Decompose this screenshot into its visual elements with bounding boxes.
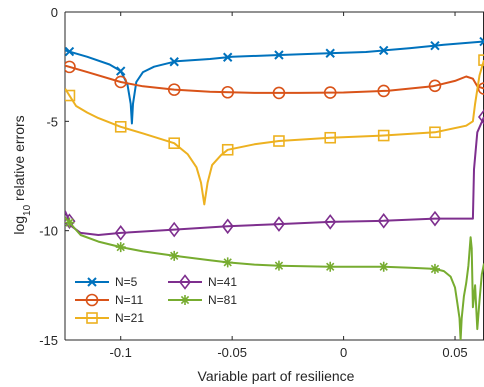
series-marker	[429, 263, 440, 274]
series-marker	[477, 82, 484, 95]
series-marker	[429, 126, 441, 139]
series-marker	[479, 36, 484, 47]
series-line	[65, 59, 484, 206]
series-marker	[168, 137, 181, 149]
series-marker	[430, 40, 440, 51]
series-marker	[325, 261, 336, 272]
series-marker	[324, 214, 337, 230]
series-line	[65, 216, 484, 340]
legend-entry: N=5	[75, 275, 138, 289]
y-tick-label: 0	[51, 5, 58, 20]
series-marker	[65, 89, 76, 102]
legend-label: N=11	[115, 293, 143, 307]
legend-marker	[86, 312, 98, 324]
series-marker	[115, 242, 126, 253]
series-marker	[168, 221, 181, 238]
legend-entry: N=81	[168, 293, 237, 307]
series-marker	[324, 131, 337, 144]
series-marker	[428, 210, 441, 227]
series-marker	[222, 257, 233, 268]
series-marker	[169, 57, 179, 67]
legend-entry: N=21	[75, 311, 144, 325]
legend-marker	[85, 293, 99, 307]
series-n-81	[65, 216, 484, 340]
series-marker	[377, 84, 391, 98]
series-marker	[273, 135, 285, 147]
series-line	[65, 64, 484, 94]
series-marker	[378, 261, 389, 272]
series-layer	[65, 36, 484, 340]
legend-label: N=5	[115, 275, 138, 289]
x-axis-label: Variable part of resilience	[198, 368, 355, 384]
series-n-11	[65, 60, 484, 100]
series-n-21	[65, 54, 484, 206]
series-marker	[169, 250, 180, 261]
series-marker	[222, 52, 233, 62]
axes: -0.1 -0.05 0 0.05 0 -5 -10 -15	[39, 5, 484, 360]
x-tick-label: 0.05	[442, 345, 467, 360]
legend-label: N=21	[115, 311, 144, 325]
series-marker	[114, 121, 127, 133]
legend-marker	[87, 277, 97, 287]
series-marker	[377, 213, 390, 229]
series-marker	[273, 260, 284, 271]
legend-entry: N=11	[75, 293, 143, 307]
y-tick-label: -5	[46, 114, 58, 129]
series-marker	[114, 75, 128, 89]
series-marker	[65, 46, 75, 57]
series-marker	[272, 216, 285, 232]
series-line	[65, 116, 484, 236]
series-marker	[167, 83, 181, 96]
legend-marker	[180, 295, 190, 305]
series-marker	[274, 50, 284, 60]
series-marker	[221, 143, 234, 156]
legend-marker	[178, 274, 192, 290]
series-n-5	[65, 36, 484, 125]
series-marker	[428, 79, 442, 93]
series-marker	[478, 54, 484, 66]
series-marker	[272, 86, 286, 100]
x-tick-label: 0	[340, 345, 347, 360]
series-marker	[325, 48, 335, 58]
legend-label: N=41	[208, 275, 237, 289]
y-axis-label: log10 relative errors	[11, 115, 33, 234]
series-marker	[114, 225, 127, 241]
y-axis-label-base: log	[11, 216, 27, 235]
legend-label: N=81	[208, 293, 237, 307]
x-tick-label: -0.05	[217, 345, 247, 360]
series-marker	[323, 86, 337, 99]
series-marker	[377, 129, 390, 142]
y-axis-label-sub: 10	[22, 204, 33, 216]
x-tick-label: -0.1	[110, 345, 132, 360]
y-tick-label: -15	[39, 333, 58, 348]
series-marker	[65, 60, 76, 74]
y-axis-label-rest: relative errors	[11, 115, 27, 204]
legend: N=5 N=11 N=21 N=41 N=81	[70, 271, 260, 329]
series-marker	[65, 217, 75, 228]
series-marker	[221, 85, 234, 99]
series-marker	[477, 109, 484, 125]
series-marker	[378, 45, 389, 56]
series-marker	[221, 218, 234, 235]
y-tick-label: -10	[39, 224, 58, 239]
series-marker	[116, 66, 126, 76]
legend-entry: N=41	[168, 274, 237, 290]
